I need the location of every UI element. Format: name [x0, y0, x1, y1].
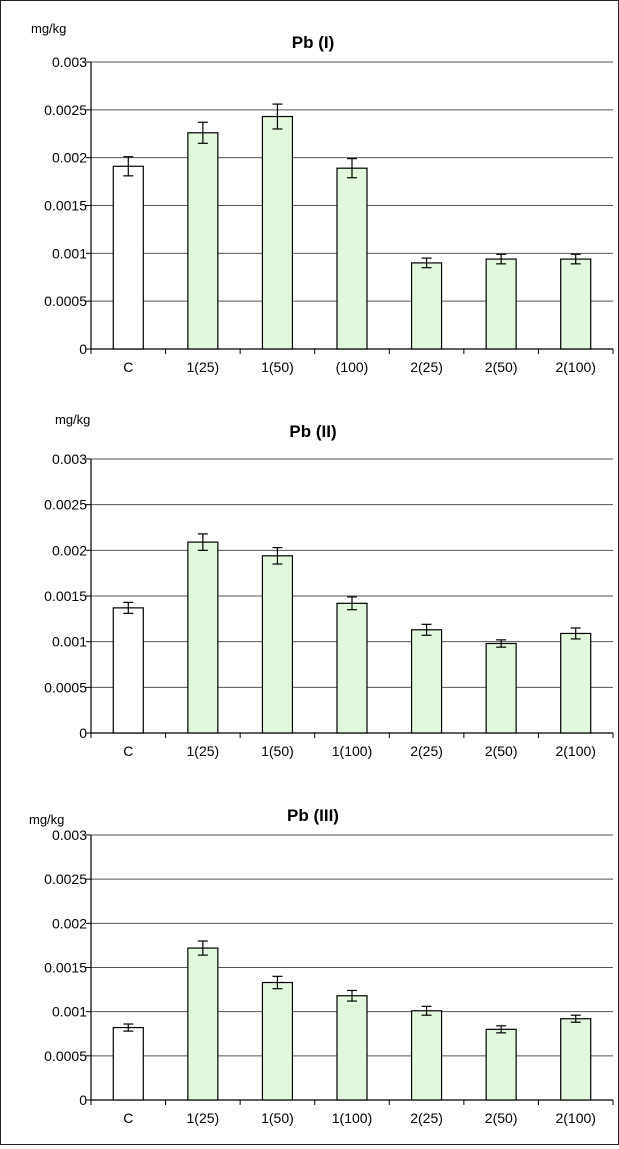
x-tick-label: 1(25): [187, 743, 220, 759]
y-tick-label: 0.003: [52, 54, 87, 70]
x-tick-label: 1(50): [261, 743, 294, 759]
bar: [261, 555, 294, 734]
bar: [560, 1018, 592, 1101]
y-tick-label: 0.0015: [44, 198, 87, 214]
bar: [187, 947, 219, 1101]
bar: [560, 632, 592, 734]
chart-title: Pb (III): [287, 806, 339, 825]
y-tick-label: 0.002: [52, 150, 87, 166]
y-unit-label: mg/kg: [29, 812, 64, 827]
bar: [336, 602, 368, 734]
x-tick-label: 1(50): [261, 1110, 294, 1126]
bar: [112, 1026, 144, 1101]
chart-panel-pb-i: mg/kg Pb (I) 0 0.0005 0.001 0.0015 0.002 0.00…: [31, 21, 614, 375]
chart-panel-pb-iii: mg/kg Pb (III) 0 0.0005 0.001 0.0015 0.002 0.…: [29, 806, 614, 1126]
bar: [485, 258, 517, 350]
bar: [187, 541, 219, 734]
x-tick-label: C: [123, 743, 133, 759]
x-tick-label: C: [123, 1110, 133, 1126]
y-tick-label: 0.001: [52, 634, 87, 650]
chart-title: Pb (I): [292, 33, 335, 52]
x-tick-label: 1(50): [261, 359, 294, 375]
y-unit-label: mg/kg: [31, 21, 66, 36]
x-tick-label: 2(100): [555, 359, 595, 375]
y-tick-label: 0.0005: [44, 1048, 87, 1064]
x-tick-label: 1(25): [187, 359, 220, 375]
y-tick-label: 0.0025: [44, 871, 87, 887]
y-tick-label: 0.0005: [44, 679, 87, 695]
y-tick-label: 0: [79, 341, 87, 357]
x-tick-label: 2(25): [410, 743, 443, 759]
y-tick-label: 0.002: [52, 542, 87, 558]
bar: [336, 167, 368, 350]
chart-panel-pb-ii: mg/kg Pb (II) 0 0.0005 0.001 0.0015 0.002 0.0…: [44, 412, 614, 759]
x-tick-label: 1(100): [332, 743, 372, 759]
x-tick-label: (100): [336, 359, 369, 375]
y-tick-label: 0: [79, 1092, 87, 1108]
chart-title: Pb (II): [289, 422, 336, 441]
y-tick-label: 0.0025: [44, 497, 87, 513]
bar: [261, 115, 294, 350]
y-tick-label: 0.003: [52, 827, 87, 843]
x-tick-label: 2(25): [410, 359, 443, 375]
bar: [336, 995, 368, 1101]
y-unit-label: mg/kg: [55, 412, 90, 427]
y-tick-label: 0.001: [52, 1004, 87, 1020]
y-tick-label: 0.002: [52, 915, 87, 931]
bar: [261, 981, 294, 1101]
y-tick-label: 0.0025: [44, 102, 87, 118]
bar: [410, 1010, 443, 1101]
y-tick-label: 0.0015: [44, 960, 87, 976]
bar: [112, 165, 144, 350]
bar: [410, 629, 443, 734]
x-tick-label: 2(50): [485, 1110, 518, 1126]
x-tick-label: 2(100): [555, 743, 595, 759]
bar: [410, 262, 443, 350]
x-tick-label: 2(50): [485, 743, 518, 759]
x-tick-label: C: [123, 359, 133, 375]
y-tick-label: 0.0015: [44, 588, 87, 604]
bar: [187, 132, 219, 350]
y-tick-label: 0: [79, 725, 87, 741]
x-tick-label: 1(100): [332, 1110, 372, 1126]
x-tick-label: 2(50): [485, 359, 518, 375]
bar: [485, 1028, 517, 1101]
y-tick-label: 0.001: [52, 245, 87, 261]
x-tick-label: 2(100): [555, 1110, 595, 1126]
bar: [485, 642, 517, 734]
bar: [112, 607, 144, 734]
y-tick-label: 0.003: [52, 451, 87, 467]
x-tick-label: 1(25): [187, 1110, 220, 1126]
bar: [560, 258, 592, 350]
x-tick-label: 2(25): [410, 1110, 443, 1126]
y-tick-label: 0.0005: [44, 293, 87, 309]
